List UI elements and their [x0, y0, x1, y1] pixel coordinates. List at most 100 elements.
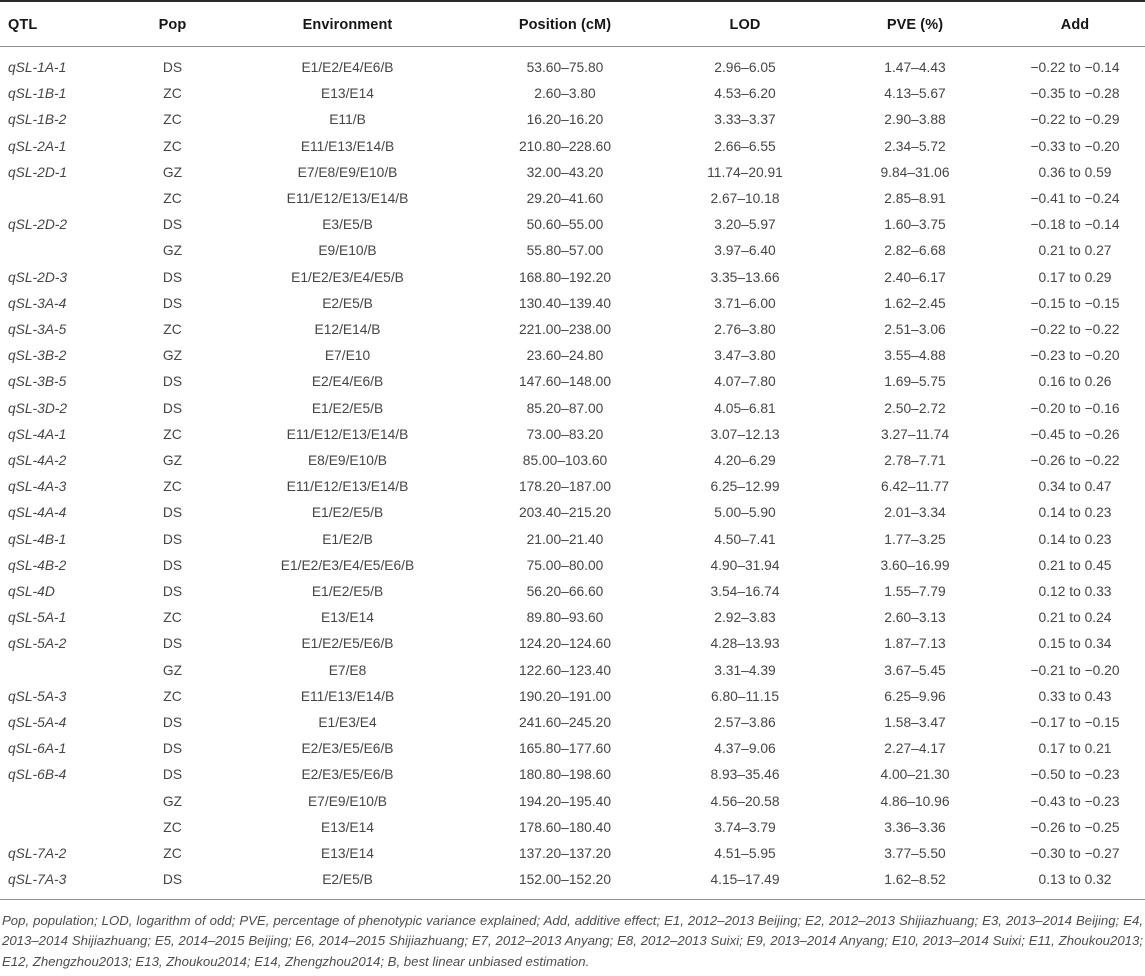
cell-lod: 2.76–3.80 [714, 322, 776, 338]
cell-qtl: qSL-4A-4 [8, 505, 67, 521]
cell-env: E1/E2/E5/B [311, 400, 384, 416]
cell-pos: 2.60–3.80 [534, 86, 596, 102]
cell-env: E1/E2/E3/E4/E5/E6/B [280, 557, 415, 573]
cell-pop: DS [162, 217, 183, 233]
cell-pop: DS [162, 741, 183, 757]
cell-lod: 4.37–9.06 [714, 741, 776, 757]
cell-pos: 75.00–80.00 [526, 557, 604, 573]
cell-add: −0.45 to −0.26 [1030, 426, 1120, 442]
table-row: qSL-3B-2 GZ E7/E10 23.60–24.80 3.47–3.80 3.55… [0, 343, 1145, 369]
cell-env: E1/E2/E3/E4/E5/B [291, 269, 404, 285]
cell-lod: 4.56–20.58 [710, 793, 780, 809]
cell-env: E11/E12/E13/E14/B [286, 426, 409, 442]
table-row: qSL-4A-2 GZ E8/E9/E10/B 85.00–103.60 4.20–6.… [0, 448, 1145, 474]
cell-env: E2/E5/B [230, 867, 465, 900]
cell-add: 0.21 to 0.27 [1038, 243, 1112, 259]
table-row: qSL-6B-4 DS E2/E3/E5/E6/B 180.80–198.60 8.93… [0, 762, 1145, 788]
cell-add: −0.17 to −0.15 [1030, 715, 1120, 731]
cell-qtl [0, 815, 115, 841]
cell-env: E1/E2/E4/E6/B [301, 60, 394, 75]
table-row: ZC E11/E12/E13/E14/B 29.20–41.60 2.67–10.18… [0, 186, 1145, 212]
table-row: qSL-2D-2 DS E3/E5/B 50.60–55.00 3.20–5.97 1.6… [0, 212, 1145, 238]
table-row: GZ E7/E8 122.60–123.40 3.31–4.39 3.67–5.45 −0… [0, 658, 1145, 684]
table-row: qSL-1B-2 ZC E11/B 16.20–16.20 3.33–3.37 2.90–… [0, 107, 1145, 133]
cell-qtl: qSL-4B-1 [8, 531, 67, 547]
cell-pve: 1.77–3.25 [884, 531, 946, 547]
cell-qtl: qSL-3A-5 [8, 322, 67, 338]
cell-add: −0.50 to −0.23 [1030, 767, 1120, 783]
cell-pos: 16.20–16.20 [526, 112, 604, 128]
cell-add: −0.41 to −0.24 [1030, 191, 1120, 207]
cell-qtl [0, 186, 115, 212]
cell-pos: 21.00–21.40 [526, 531, 604, 547]
column-header-lod: LOD [665, 1, 825, 47]
table-row: qSL-5A-3 ZC E11/E13/E14/B 190.20–191.00 6.80… [0, 684, 1145, 710]
cell-add: −0.20 to −0.16 [1030, 400, 1120, 416]
cell-pve: 6.42–11.77 [880, 479, 950, 495]
cell-lod: 4.50–7.41 [714, 531, 776, 547]
cell-pos: 178.20–187.00 [518, 479, 612, 495]
cell-pop: GZ [162, 662, 183, 678]
cell-env: E1/E2/E5/E6/B [301, 636, 394, 652]
cell-pos: 29.20–41.60 [526, 191, 604, 207]
cell-add: 0.33 to 0.43 [1038, 688, 1112, 704]
cell-lod: 4.53–6.20 [714, 86, 776, 102]
cell-pve: 2.85–8.91 [884, 191, 946, 207]
cell-env: E9/E10/B [318, 243, 377, 259]
cell-pve: 2.82–6.68 [884, 243, 946, 259]
cell-pve: 1.60–3.75 [884, 217, 946, 233]
cell-qtl: qSL-2A-1 [8, 138, 67, 154]
cell-add: 0.21 to 0.24 [1038, 610, 1112, 626]
cell-lod: 4.05–6.81 [714, 400, 776, 416]
cell-pve: 1.62–2.45 [884, 295, 946, 311]
cell-lod: 4.28–13.93 [710, 636, 780, 652]
cell-pop: ZC [163, 112, 182, 128]
cell-add: 0.16 to 0.26 [1038, 374, 1112, 390]
table-row: qSL-3B-5 DS E2/E4/E6/B 147.60–148.00 4.07–7.… [0, 369, 1145, 395]
table-row: qSL-5A-2 DS E1/E2/E5/E6/B 124.20–124.60 4.28… [0, 631, 1145, 657]
cell-lod: 6.80–11.15 [710, 688, 780, 704]
cell-pos: 190.20–191.00 [518, 688, 612, 704]
cell-qtl: qSL-5A-3 [8, 688, 67, 704]
table-row: qSL-1A-1 DS E1/E2/E4/E6/B 53.60–75.80 2.96–6… [0, 47, 1145, 82]
cell-lod: 3.20–5.97 [714, 217, 776, 233]
cell-lod: 2.66–6.55 [714, 138, 776, 154]
cell-add: −0.35 to −0.28 [1030, 86, 1120, 102]
cell-pos: 147.60–148.00 [518, 374, 612, 390]
cell-lod: 3.33–3.37 [714, 112, 776, 128]
cell-add: 0.12 to 0.33 [1038, 584, 1112, 600]
cell-env: E13/E14 [321, 86, 374, 102]
cell-pve: 3.77–5.50 [884, 846, 946, 862]
cell-pos: 137.20–137.20 [518, 846, 612, 862]
cell-lod: 3.54–16.74 [710, 584, 780, 600]
header-row: QTL Pop Environment Position (cM) LOD PV… [0, 1, 1145, 47]
table-row: qSL-3D-2 DS E1/E2/E5/B 85.20–87.00 4.05–6.81… [0, 396, 1145, 422]
cell-env: E12/E14/B [314, 322, 381, 338]
cell-env: E13/E14 [321, 846, 374, 862]
cell-pop: DS [162, 767, 183, 783]
cell-env: E2/E3/E5/E6/B [301, 741, 394, 757]
table-row: qSL-7A-3 DS E2/E5/B 152.00–152.20 4.15–17.49… [0, 867, 1145, 900]
cell-qtl: qSL-5A-2 [8, 636, 67, 652]
cell-pos: 32.00–43.20 [526, 164, 604, 180]
cell-qtl: qSL-3B-2 [8, 348, 67, 364]
cell-pos: 221.00–238.00 [518, 322, 612, 338]
cell-pos: 152.00–152.20 [465, 867, 665, 900]
table-row: qSL-4B-2 DS E1/E2/E3/E4/E5/E6/B 75.00–80.00… [0, 553, 1145, 579]
cell-add: 0.34 to 0.47 [1038, 479, 1112, 495]
table-row: qSL-4D DS E1/E2/E5/B 56.20–66.60 3.54–16.74 1… [0, 579, 1145, 605]
table-row: qSL-3A-4 DS E2/E5/B 130.40–139.40 3.71–6.00 1… [0, 291, 1145, 317]
column-header-pve: PVE (%) [825, 1, 1005, 47]
cell-qtl: qSL-3D-2 [8, 400, 68, 416]
cell-lod: 2.92–3.83 [714, 610, 776, 626]
cell-pop: ZC [163, 426, 182, 442]
cell-pve: 1.87–7.13 [884, 636, 946, 652]
cell-pop: ZC [163, 86, 182, 102]
cell-pop: GZ [162, 348, 183, 364]
cell-pve: 2.50–2.72 [884, 400, 946, 416]
cell-pop: DS [162, 557, 183, 573]
column-header-add: Add [1005, 1, 1145, 47]
table-footnote: Pop, population; LOD, logarithm of odd; … [2, 912, 1143, 969]
cell-pos: 55.80–57.00 [526, 243, 604, 259]
